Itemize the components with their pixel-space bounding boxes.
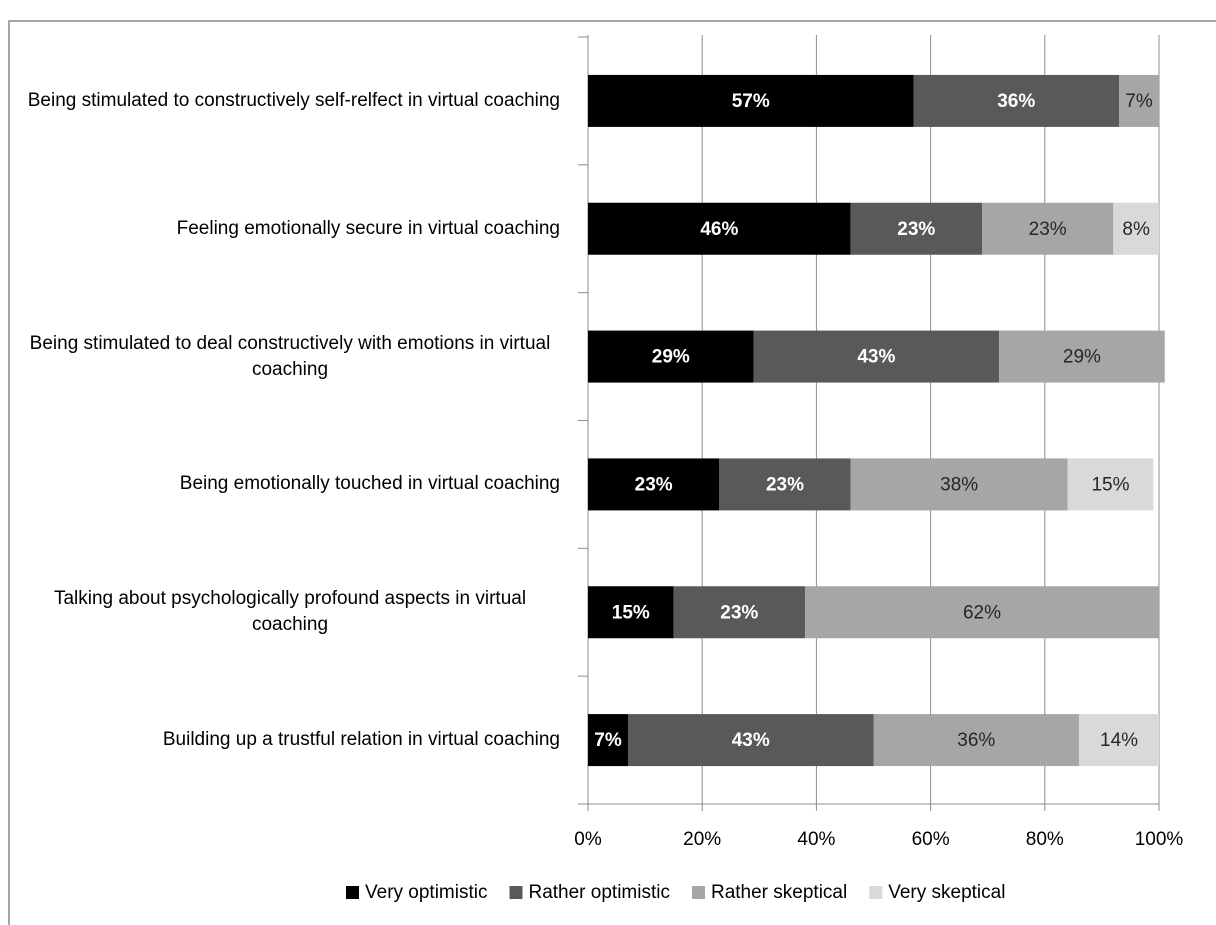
bar-segment [588, 714, 628, 767]
bar-segment [627, 714, 874, 767]
frame [8, 20, 1216, 925]
bar-segment [850, 458, 1068, 511]
x-tick-label: 20% [683, 829, 721, 850]
data-label: 46% [700, 219, 738, 240]
x-tick-label: 0% [574, 829, 602, 850]
legend-label: Rather optimistic [528, 882, 670, 903]
bar-segment [1067, 458, 1154, 511]
data-label: 23% [1029, 219, 1067, 240]
bar-segment [981, 202, 1114, 255]
bar-segment [1113, 202, 1159, 255]
category-text: Being stimulated to deal constructively … [29, 332, 551, 380]
data-label: 36% [957, 730, 995, 751]
data-label: 38% [940, 474, 978, 495]
x-tick-label: 60% [912, 829, 950, 850]
data-label: 8% [1122, 219, 1150, 240]
category-text: Talking about psychologically profound a… [53, 588, 527, 636]
data-label: 57% [732, 91, 770, 112]
data-label: 15% [1091, 474, 1129, 495]
bar-segment [588, 330, 754, 383]
category-label: Talking about psychologically profound a… [20, 586, 560, 638]
category-label: Being stimulated to deal constructively … [20, 331, 560, 383]
bar-segment [873, 714, 1080, 767]
bar-segment [588, 202, 851, 255]
bar-segment [850, 202, 982, 255]
data-label: 43% [857, 347, 895, 368]
data-label: 7% [594, 730, 622, 751]
data-label: 14% [1100, 730, 1138, 751]
category-label: Feeling emotionally secure in virtual co… [20, 216, 560, 242]
bar-segment [673, 586, 805, 639]
bar-segment [588, 74, 914, 127]
bar-segment [804, 586, 1159, 639]
legend-swatch [691, 886, 705, 899]
category-text: Building up a trustful relation in virtu… [162, 729, 560, 751]
data-label: 23% [720, 602, 758, 623]
bar-segment [719, 458, 851, 511]
category-text: Being stimulated to constructively self-… [27, 89, 560, 111]
data-label: 23% [635, 474, 673, 495]
data-label: 23% [766, 474, 804, 495]
bar-segment [753, 330, 1000, 383]
data-label: 36% [997, 91, 1035, 112]
bar-segment [588, 458, 720, 511]
bar-segment [588, 586, 674, 639]
legend-swatch [509, 886, 523, 899]
legend-label: Rather skeptical [711, 882, 847, 903]
data-label: 62% [963, 602, 1001, 623]
category-label: Building up a trustful relation in virtu… [20, 727, 560, 753]
x-tick-label: 40% [797, 829, 835, 850]
legend-swatch [346, 886, 359, 899]
bar-segment [1119, 74, 1159, 127]
data-label: 43% [732, 730, 770, 751]
x-tick-label: 80% [1026, 829, 1064, 850]
bar-segment [913, 74, 1120, 127]
category-text: Feeling emotionally secure in virtual co… [176, 217, 560, 239]
bar-segment [1079, 714, 1159, 767]
data-label: 29% [652, 347, 690, 368]
data-label: 23% [897, 219, 935, 240]
legend-label: Very optimistic [365, 882, 487, 903]
legend-swatch [869, 886, 883, 899]
legend-label: Very skeptical [888, 882, 1005, 903]
category-label: Being emotionally touched in virtual coa… [20, 471, 560, 497]
category-label: Being stimulated to constructively self-… [20, 88, 560, 114]
bar-segment [999, 330, 1165, 383]
data-label: 15% [612, 602, 650, 623]
category-text: Being emotionally touched in virtual coa… [179, 473, 560, 495]
data-label: 7% [1125, 91, 1153, 112]
data-label: 29% [1063, 347, 1101, 368]
x-tick-label: 100% [1135, 829, 1184, 850]
